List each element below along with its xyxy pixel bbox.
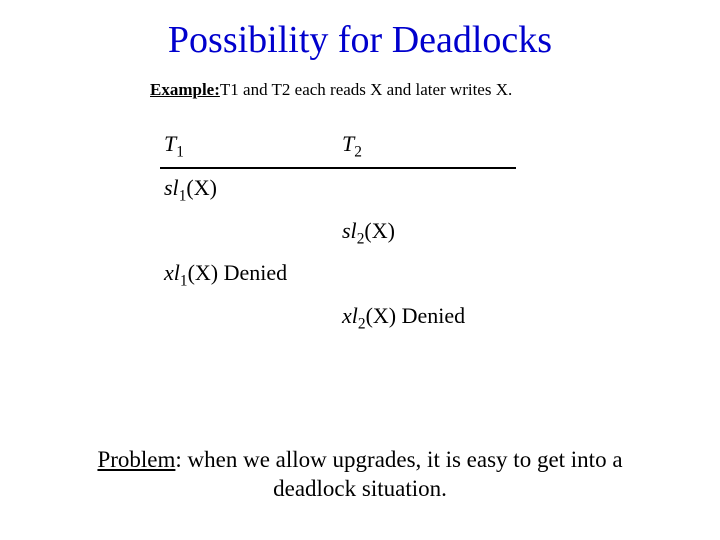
table-header-row: T1 T2 — [160, 125, 516, 168]
slide: Possibility for Deadlocks Example:T1 and… — [0, 0, 720, 540]
t1-sub: 1 — [176, 143, 184, 160]
slide-title: Possibility for Deadlocks — [0, 18, 720, 62]
problem-text: : when we allow upgrades, it is easy to … — [175, 447, 622, 501]
table-row: sl1(X) — [160, 168, 516, 211]
arg: (X) — [364, 218, 395, 243]
fn: xl — [342, 303, 358, 328]
schedule-table: T1 T2 sl1(X) sl2(X) xl1(X) D — [160, 125, 516, 339]
cell-t1: sl1(X) — [160, 168, 338, 211]
cell-t1 — [160, 212, 338, 254]
cell-t1 — [160, 297, 338, 339]
sub: 2 — [358, 315, 366, 332]
t1-sym: T — [164, 131, 176, 156]
col-header-t1: T1 — [160, 125, 338, 168]
tail: Denied — [218, 260, 287, 285]
fn: xl — [164, 260, 180, 285]
example-label: Example: — [150, 80, 220, 99]
t2-sub: 2 — [354, 143, 362, 160]
cell-t1: xl1(X) Denied — [160, 254, 338, 296]
cell-t2 — [338, 168, 516, 211]
problem-label: Problem — [97, 447, 175, 472]
cell-t2: sl2(X) — [338, 212, 516, 254]
problem-line: Problem: when we allow upgrades, it is e… — [60, 446, 660, 504]
table-row: xl2(X) Denied — [160, 297, 516, 339]
arg: (X) — [186, 175, 217, 200]
arg: (X) — [366, 303, 397, 328]
sub: 1 — [180, 273, 188, 290]
schedule-table-wrap: T1 T2 sl1(X) sl2(X) xl1(X) D — [160, 125, 516, 339]
table-row: xl1(X) Denied — [160, 254, 516, 296]
col-header-t2: T2 — [338, 125, 516, 168]
t2-sym: T — [342, 131, 354, 156]
arg: (X) — [188, 260, 219, 285]
fn: sl — [164, 175, 179, 200]
cell-t2 — [338, 254, 516, 296]
tail: Denied — [396, 303, 465, 328]
table-row: sl2(X) — [160, 212, 516, 254]
example-text: T1 and T2 each reads X and later writes … — [220, 80, 512, 99]
fn: sl — [342, 218, 357, 243]
cell-t2: xl2(X) Denied — [338, 297, 516, 339]
example-line: Example:T1 and T2 each reads X and later… — [150, 80, 512, 100]
